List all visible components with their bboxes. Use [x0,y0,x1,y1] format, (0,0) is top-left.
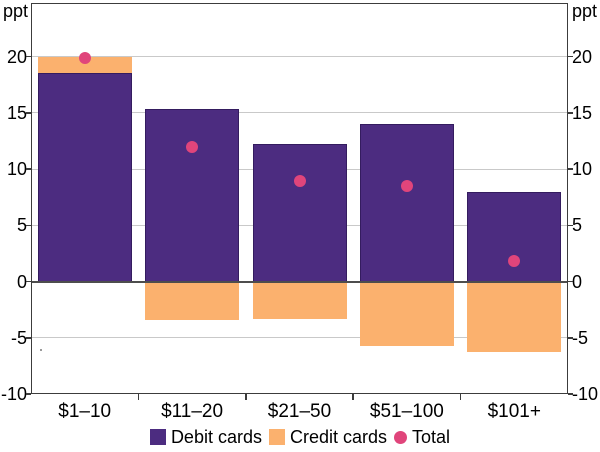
total-dot [508,255,521,268]
y-tick-label-left: 15 [6,102,27,123]
y-tick-label-right: 10 [572,159,593,179]
y-tick-label-left: 0 [16,271,27,292]
y-tick-left-10 [26,168,31,170]
y-tick-label-right: -5 [572,327,589,348]
legend-item-debit-cards: Debit cards [149,426,262,448]
total-dot [186,140,199,153]
legend-label: Credit cards [289,427,388,447]
credit-bar [252,281,347,319]
x-tick [245,394,247,400]
debit-cards-swatch-icon [149,429,166,445]
y-tick-left-15 [26,112,31,114]
credit-bar [359,281,454,346]
legend: Debit cards Credit cards Total [0,426,600,448]
y-tick-right--10 [568,393,573,395]
y-tick-right-20 [568,55,573,58]
y-tick-right-5 [568,224,573,226]
credit-bar [37,56,132,74]
y-tick-label-left: 20 [6,46,27,67]
y-tick-left-20 [26,55,31,58]
gridline-15 [31,112,568,114]
y-tick-label-left: 5 [16,215,27,236]
x-category-label: $11–20 [161,401,224,422]
y-tick-label-right: 5 [572,215,583,236]
x-tick [137,394,140,400]
y-axis-unit-right: ppt [572,1,598,21]
x-category-label: $21–50 [267,401,332,422]
y-tick-label-left: -10 [0,384,27,404]
y-tick-left--10 [26,393,31,395]
x-category-label: $51–100 [369,401,444,422]
x-tick [459,394,462,400]
stray-mark [40,349,42,351]
y-tick-label-left: -5 [10,327,27,348]
total-dot [293,175,306,188]
y-tick-label-right: -10 [572,384,599,404]
debit-bar [359,124,454,282]
debit-bar [467,191,562,282]
y-tick-right--5 [568,337,573,339]
x-category-label: $101+ [487,401,541,422]
y-tick-right-10 [568,168,573,170]
y-tick-label-left: 10 [6,159,27,179]
x-category-label: $1–10 [58,401,112,422]
total-dot [400,179,413,192]
total-dot [78,51,91,64]
y-tick-label-right: 0 [572,271,583,292]
debit-bar [37,73,132,282]
legend-label: Total [412,427,451,447]
gridline--5 [31,337,568,339]
y-tick-right-0 [568,280,573,283]
legend-item-credit-cards: Credit cards [268,426,388,448]
plot-area [26,3,573,400]
x-tick [352,394,354,400]
y-tick-left-5 [26,224,31,226]
zero-line [31,280,568,283]
debit-bar [145,109,240,282]
y-tick-label-right: 15 [572,102,593,123]
credit-cards-swatch-icon [268,429,285,445]
legend-label: Debit cards [170,427,262,447]
y-axis-unit-left: ppt [2,1,28,21]
y-tick-right-15 [568,112,573,114]
total-swatch-icon [394,430,408,444]
gridline-20 [31,56,568,57]
y-tick-label-right: 20 [572,46,593,67]
credit-bar [467,281,562,353]
y-tick-left-0 [26,280,31,283]
legend-item-total: Total [394,426,450,448]
credit-bar [145,281,240,320]
debit-bar [252,144,347,282]
y-tick-left--5 [26,337,31,339]
